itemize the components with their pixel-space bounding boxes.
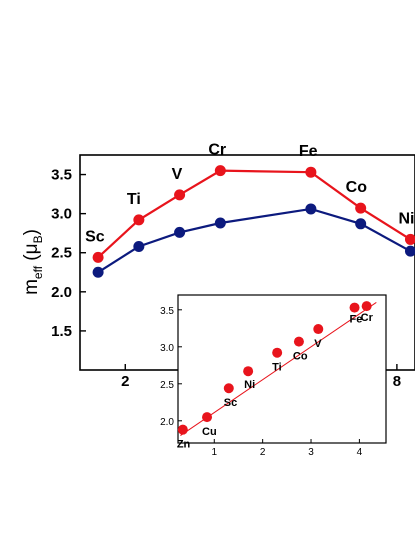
inset-x-ticks: 1 2 3 4 bbox=[211, 439, 363, 458]
series-line bbox=[97, 207, 412, 274]
data-point bbox=[214, 165, 226, 177]
point-label-co: Co bbox=[346, 179, 368, 196]
inset-label-ni: Ni bbox=[244, 379, 255, 391]
point-label-cr: Cr bbox=[208, 142, 226, 159]
inset-label-cu: Cu bbox=[202, 426, 217, 438]
inset-data-point bbox=[313, 324, 324, 335]
point-label-sc: Sc bbox=[85, 228, 105, 245]
inset-data-point bbox=[293, 336, 304, 347]
inset-y-tick-label: 3.0 bbox=[160, 343, 174, 354]
point-label-fe: Fe bbox=[299, 143, 318, 160]
data-point bbox=[355, 218, 367, 230]
main-series bbox=[92, 165, 415, 278]
main-x-tick-label: 2 bbox=[121, 373, 129, 390]
inset-y-tick-label: 2.5 bbox=[160, 380, 174, 391]
main-point-labels: Sc Ti V Cr Fe Co Ni bbox=[85, 142, 414, 246]
inset-label-ti: Ti bbox=[272, 362, 282, 374]
main-y-tick-label: 1.5 bbox=[51, 323, 72, 340]
point-label-ti: Ti bbox=[127, 191, 141, 208]
inset-data-point bbox=[272, 347, 283, 358]
inset-label-v: V bbox=[314, 338, 322, 350]
main-y-tick-label: 3.5 bbox=[51, 167, 72, 184]
inset-y-tick-label: 3.5 bbox=[160, 306, 174, 317]
inset-data-point bbox=[243, 366, 254, 377]
data-point bbox=[133, 214, 145, 226]
data-point bbox=[355, 202, 367, 214]
inset-data-point bbox=[223, 383, 234, 394]
inset-x-tick-label: 2 bbox=[260, 447, 266, 458]
data-point bbox=[305, 166, 317, 178]
inset-x-tick-label: 3 bbox=[308, 447, 314, 458]
data-point bbox=[305, 203, 317, 215]
inset-label-zn: Zn bbox=[177, 439, 191, 451]
point-label-v: V bbox=[172, 166, 183, 183]
data-point bbox=[174, 189, 186, 201]
inset-data-point bbox=[361, 301, 372, 312]
data-point bbox=[133, 240, 145, 252]
inset-data-point bbox=[202, 412, 213, 423]
data-point bbox=[174, 226, 186, 238]
inset-data-point bbox=[177, 424, 188, 435]
series-1 bbox=[92, 203, 415, 278]
inset-data-point bbox=[349, 302, 360, 313]
inset-fit-line bbox=[180, 301, 377, 437]
main-y-tick-label: 3.0 bbox=[51, 206, 72, 223]
data-point bbox=[92, 251, 104, 263]
inset-x-tick-label: 1 bbox=[211, 447, 217, 458]
inset-label-fe: Fe bbox=[350, 314, 363, 326]
inset-points bbox=[177, 301, 372, 435]
data-point bbox=[404, 233, 415, 245]
inset-label-cr: Cr bbox=[361, 312, 374, 324]
y-axis-label: meff (μB) bbox=[21, 229, 45, 295]
main-y-tick-label: 2.5 bbox=[51, 245, 72, 262]
main-y-ticks: 1.5 2.0 2.5 3.0 3.5 bbox=[51, 167, 86, 340]
main-x-tick-label: 8 bbox=[393, 373, 401, 390]
data-point bbox=[214, 217, 226, 229]
inset-y-ticks: 2.0 2.5 3.0 3.5 bbox=[160, 306, 182, 428]
data-point bbox=[92, 266, 104, 278]
series-0 bbox=[92, 165, 415, 263]
data-point bbox=[404, 245, 415, 257]
inset-x-tick-label: 4 bbox=[357, 447, 363, 458]
inset-label-co: Co bbox=[293, 351, 308, 363]
inset-label-sc: Sc bbox=[224, 397, 237, 409]
point-label-ni: Ni bbox=[398, 210, 414, 227]
inset-y-tick-label: 2.0 bbox=[160, 417, 174, 428]
inset-fit bbox=[180, 301, 377, 437]
main-y-tick-label: 2.0 bbox=[51, 284, 72, 301]
